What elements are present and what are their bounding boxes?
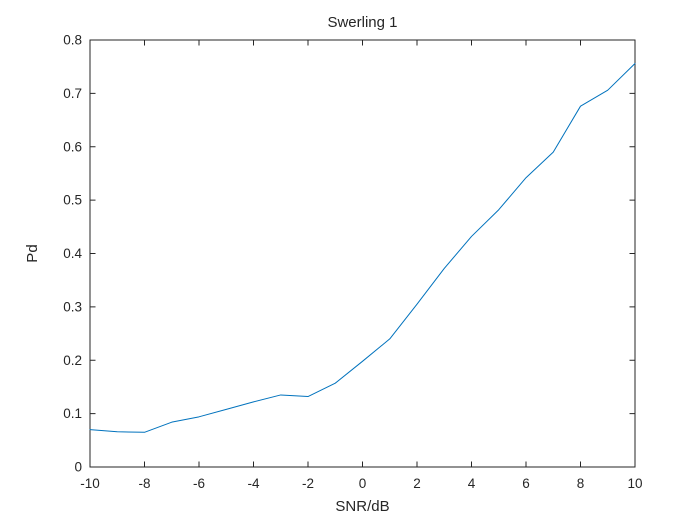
y-tick-label: 0.4 [63, 246, 82, 261]
y-tick-label: 0.1 [63, 406, 82, 421]
y-axis-label: Pd [24, 244, 41, 262]
x-tick-label: 2 [413, 476, 421, 491]
axis-ticks [89, 39, 636, 468]
y-tick-label: 0.5 [63, 193, 82, 208]
tick-labels: -10 -8 -6 -4 -2 0 2 4 6 8 10 0 0.1 0.2 0.3 0.4 0.5 0.6 0.7… [63, 33, 642, 492]
x-tick-label: -4 [247, 476, 259, 491]
x-tick-label: -10 [80, 476, 100, 491]
x-axis-label: SNR/dB [335, 498, 389, 515]
x-tick-label: -6 [193, 476, 205, 491]
y-tick-label: 0.8 [63, 33, 82, 48]
axes-outline [89, 39, 636, 468]
x-tick-label: 0 [359, 476, 367, 491]
chart-title: Swerling 1 [327, 14, 397, 31]
x-tick-label: 10 [627, 476, 642, 491]
y-tick-label: 0.2 [63, 353, 82, 368]
data-line-pd-vs-snr-curve [89, 62, 636, 433]
data-series [89, 62, 636, 433]
y-tick-label: 0 [74, 460, 82, 475]
y-tick-label: 0.3 [63, 299, 82, 314]
x-tick-label: 8 [577, 476, 585, 491]
axes-box [89, 39, 636, 468]
x-tick-label: -8 [138, 476, 150, 491]
y-tick-label: 0.6 [63, 139, 82, 154]
x-tick-label: -2 [302, 476, 314, 491]
x-tick-label: 6 [522, 476, 530, 491]
y-tick-label: 0.7 [63, 86, 82, 101]
x-tick-label: 4 [468, 476, 476, 491]
